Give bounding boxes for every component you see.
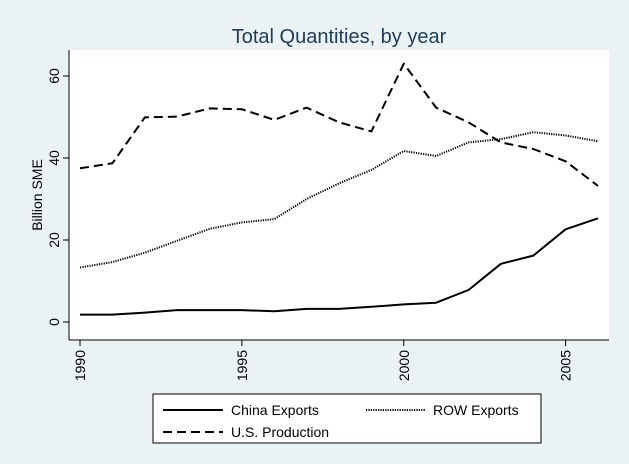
series-line-row-exports — [79, 131, 599, 269]
y-axis-title: Billion SME — [29, 159, 45, 231]
legend-label-china-exports: China Exports — [231, 402, 319, 418]
y-tick-label-60: 60 — [46, 68, 62, 84]
x-tick-label-1995: 1995 — [234, 350, 250, 381]
chart-title: Total Quantities, by year — [232, 26, 447, 48]
y-tick-label-0: 0 — [46, 318, 62, 326]
y-tick-label-40: 40 — [46, 150, 62, 166]
series-lines — [79, 62, 599, 316]
x-tick-label-2005: 2005 — [558, 350, 574, 381]
legend: China Exports ROW Exports U.S. Productio… — [152, 393, 542, 444]
y-tick-label-20: 20 — [46, 232, 62, 248]
y-ticks: 0 20 40 60 — [46, 68, 69, 326]
series-line-u-s-production — [79, 62, 599, 187]
plot-area — [69, 50, 609, 340]
legend-box — [152, 393, 542, 444]
legend-label-row-exports: ROW Exports — [433, 402, 519, 418]
x-tick-label-1990: 1990 — [72, 350, 88, 381]
x-ticks: 1990 1995 2000 2005 — [72, 340, 574, 381]
series-line-china-exports — [80, 217, 599, 316]
legend-label-us-production: U.S. Production — [231, 424, 329, 440]
x-tick-label-2000: 2000 — [396, 350, 412, 381]
